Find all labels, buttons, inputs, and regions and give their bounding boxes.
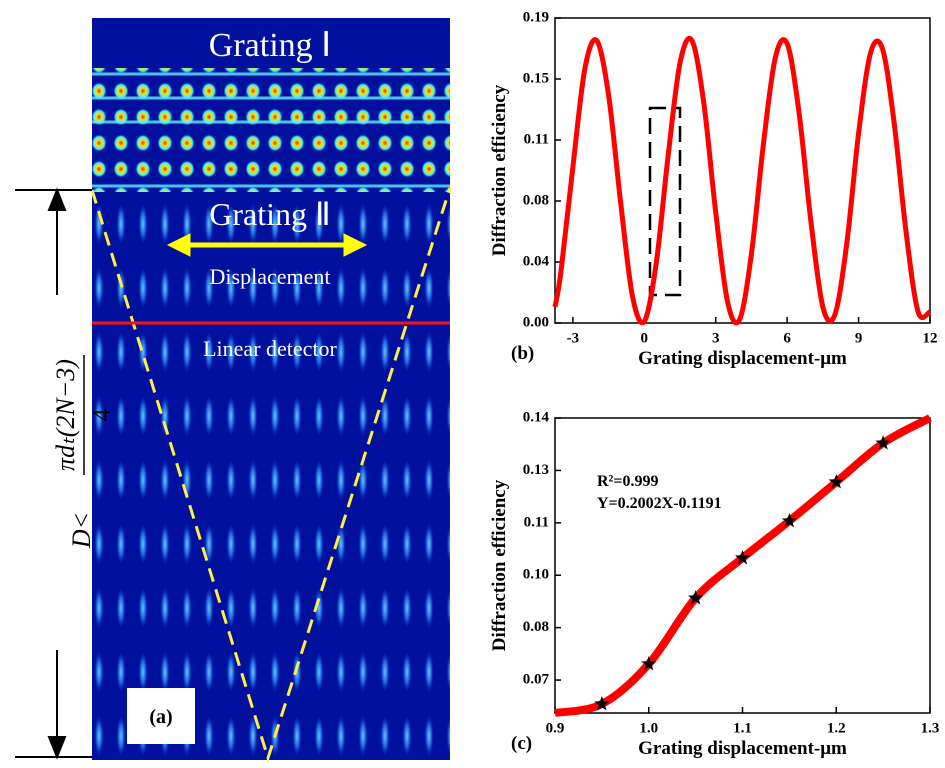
x-tick-label: 9 <box>855 330 863 346</box>
y-tick-label: 0.00 <box>523 314 549 330</box>
data-line <box>552 35 932 326</box>
y-tick-label: 0.08 <box>523 192 549 208</box>
label-box <box>127 688 195 744</box>
y-axis-label: Diffraction efficiency <box>489 479 510 651</box>
displacement-label: Displacement <box>210 264 331 289</box>
bright-lines <box>92 72 450 188</box>
panel-a: Grating Ⅰ Grating Ⅱ Displacement Linear … <box>15 18 452 763</box>
dimension-arrows <box>15 187 92 760</box>
star-marker <box>828 474 844 489</box>
x-tick-label: 12 <box>923 330 938 346</box>
y-tick-label: 0.11 <box>524 131 549 147</box>
y-tick-label: 0.10 <box>523 567 549 583</box>
y-tick-label: 0.14 <box>523 409 550 425</box>
formula-lhs: D< <box>67 512 96 549</box>
detector-label: Linear detector <box>203 336 337 361</box>
y-tick-label: 0.08 <box>523 619 549 635</box>
grating-1-label: Grating Ⅰ <box>209 27 331 64</box>
y-tick-label: 0.19 <box>523 9 549 25</box>
x-tick-label: 0 <box>641 330 649 346</box>
x-tick-label: 1.1 <box>733 720 752 736</box>
x-tick-label: 6 <box>783 330 791 346</box>
x-tick-label: 1.0 <box>639 720 658 736</box>
x-axis-label: Grating displacement-μm <box>638 348 847 369</box>
star-marker <box>594 696 610 711</box>
zoom-box <box>648 106 682 297</box>
cone-lines <box>90 187 452 763</box>
plot-frame <box>554 17 931 324</box>
x-tick-label: 3 <box>712 330 720 346</box>
star-marker <box>688 590 704 605</box>
grating-band <box>92 68 450 192</box>
panel-label: (c) <box>511 733 532 754</box>
data-line <box>554 414 932 717</box>
star-marker <box>875 435 891 450</box>
panel-label: (a) <box>149 706 172 728</box>
x-tick-label: 1.3 <box>921 720 940 736</box>
plot-frame <box>554 417 931 714</box>
x-axis-label: Grating displacement-μm <box>638 738 847 759</box>
grating-2-label: Grating Ⅱ <box>209 196 331 232</box>
y-tick-label: 0.13 <box>523 462 549 478</box>
formula: D< πdₜ(2N−3) 4 <box>51 355 116 549</box>
y-tick-label: 0.15 <box>523 70 549 86</box>
x-tick-label: 0.9 <box>546 720 565 736</box>
formula-numerator: πdₜ(2N−3) <box>51 359 80 471</box>
double-arrow <box>166 233 368 257</box>
star-marker <box>641 656 657 671</box>
x-tick-label: 1.2 <box>827 720 846 736</box>
star-marker <box>734 550 751 565</box>
y-tick-label: 0.11 <box>524 514 549 530</box>
y-tick-label: 0.04 <box>523 253 550 269</box>
fringes <box>92 190 450 760</box>
formula-denominator: 4 <box>87 409 116 422</box>
annotation: R²=0.999 <box>597 473 658 490</box>
annotation: Y=0.2002X-0.1191 <box>597 495 722 512</box>
x-tick-label: -3 <box>567 330 580 346</box>
y-tick-label: 0.07 <box>523 671 550 687</box>
y-axis-label: Diffraction efficiency <box>489 84 510 256</box>
star-marker <box>781 513 797 528</box>
panel-label: (b) <box>511 343 534 364</box>
